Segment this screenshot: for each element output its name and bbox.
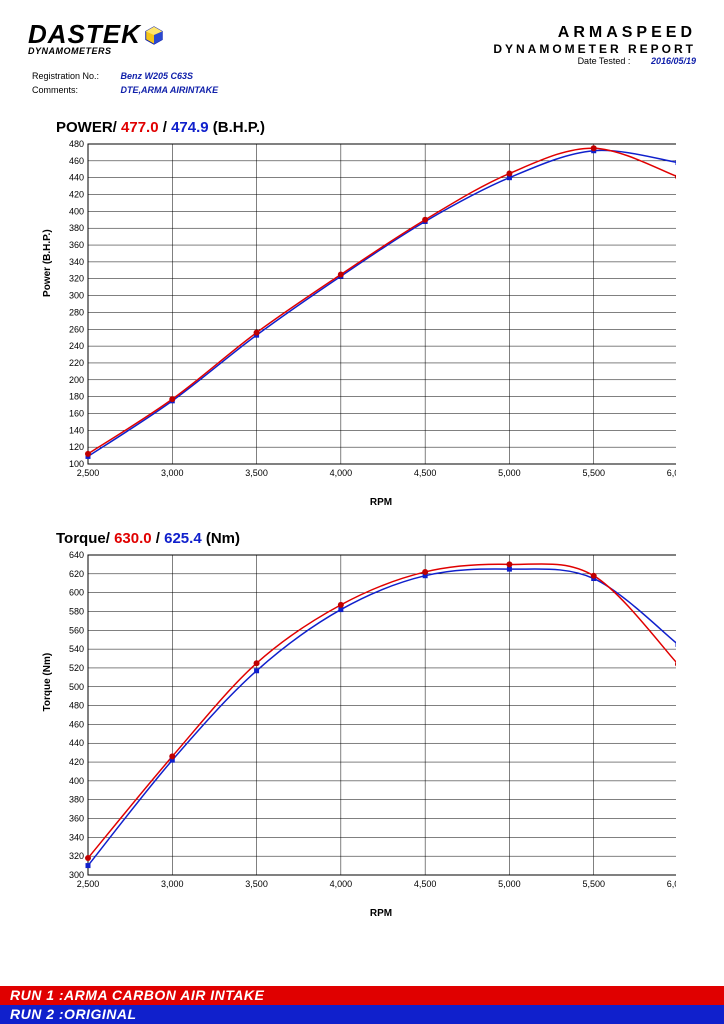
- power-chart-title: POWER/ 477.0 / 474.9 (B.H.P.): [56, 119, 696, 136]
- svg-text:420: 420: [69, 190, 84, 200]
- svg-text:140: 140: [69, 425, 84, 435]
- svg-text:3,000: 3,000: [161, 468, 184, 478]
- comments-label: Comments:: [32, 84, 118, 98]
- svg-text:500: 500: [69, 682, 84, 692]
- svg-text:6,000: 6,000: [667, 879, 676, 889]
- svg-text:420: 420: [69, 757, 84, 767]
- torque-red-value: 630.0: [114, 530, 152, 547]
- torque-unit: (Nm): [202, 530, 240, 547]
- svg-text:2,500: 2,500: [77, 468, 100, 478]
- reg-value: Benz W205 C63S: [121, 71, 194, 81]
- svg-text:320: 320: [69, 851, 84, 861]
- svg-text:2,500: 2,500: [77, 879, 100, 889]
- svg-text:5,000: 5,000: [498, 468, 521, 478]
- svg-text:460: 460: [69, 156, 84, 166]
- svg-text:600: 600: [69, 588, 84, 598]
- torque-title-prefix: Torque/: [56, 530, 114, 547]
- report-title: DYNAMOMETER REPORT: [493, 42, 696, 56]
- svg-text:240: 240: [69, 341, 84, 351]
- svg-text:400: 400: [69, 776, 84, 786]
- svg-text:280: 280: [69, 307, 84, 317]
- svg-text:320: 320: [69, 274, 84, 284]
- power-blue-value: 474.9: [171, 119, 209, 136]
- svg-text:6,000: 6,000: [667, 468, 676, 478]
- reg-label: Registration No.:: [32, 70, 118, 84]
- svg-text:3,500: 3,500: [245, 879, 268, 889]
- date-line: Date Tested : 2016/05/19: [493, 56, 696, 66]
- svg-text:540: 540: [69, 644, 84, 654]
- svg-text:3,000: 3,000: [161, 879, 184, 889]
- torque-xlabel: RPM: [86, 908, 676, 919]
- logo-block: DASTEK DYNAMOMETERS: [28, 24, 165, 66]
- svg-text:5,000: 5,000: [498, 879, 521, 889]
- svg-text:260: 260: [69, 324, 84, 334]
- date-label: Date Tested :: [578, 56, 631, 66]
- power-ylabel: Power (B.H.P.): [42, 229, 53, 297]
- logo-sub: DYNAMOMETERS: [28, 46, 165, 56]
- svg-text:620: 620: [69, 569, 84, 579]
- run2-label: RUN 2 :ORIGINAL: [0, 1005, 724, 1024]
- power-title-prefix: POWER/: [56, 119, 121, 136]
- comments-value: DTE,ARMA AIRINTAKE: [121, 85, 219, 95]
- svg-text:4,000: 4,000: [330, 879, 353, 889]
- svg-text:200: 200: [69, 375, 84, 385]
- meta-block: Registration No.: Benz W205 C63S Comment…: [32, 70, 696, 97]
- svg-text:380: 380: [69, 223, 84, 233]
- svg-text:3,500: 3,500: [245, 468, 268, 478]
- svg-text:180: 180: [69, 392, 84, 402]
- power-xlabel: RPM: [86, 497, 676, 508]
- logo-icon: [143, 24, 165, 46]
- run1-label: RUN 1 :ARMA CARBON AIR INTAKE: [0, 986, 724, 1005]
- company-title: ARMASPEED: [493, 24, 696, 42]
- power-unit: (B.H.P.): [209, 119, 265, 136]
- svg-text:5,500: 5,500: [582, 468, 605, 478]
- svg-text:340: 340: [69, 832, 84, 842]
- svg-text:4,500: 4,500: [414, 468, 437, 478]
- power-chart-section: POWER/ 477.0 / 474.9 (B.H.P.) Power (B.H…: [56, 119, 696, 508]
- torque-blue-value: 625.4: [164, 530, 202, 547]
- svg-text:120: 120: [69, 442, 84, 452]
- header-right: ARMASPEED DYNAMOMETER REPORT Date Tested…: [493, 24, 696, 66]
- date-value: 2016/05/19: [651, 56, 696, 66]
- torque-chart-title: Torque/ 630.0 / 625.4 (Nm): [56, 530, 696, 547]
- svg-text:520: 520: [69, 663, 84, 673]
- svg-text:360: 360: [69, 814, 84, 824]
- svg-text:480: 480: [69, 701, 84, 711]
- svg-text:220: 220: [69, 358, 84, 368]
- power-red-value: 477.0: [121, 119, 159, 136]
- svg-text:440: 440: [69, 173, 84, 183]
- svg-text:580: 580: [69, 606, 84, 616]
- svg-text:340: 340: [69, 257, 84, 267]
- svg-text:380: 380: [69, 795, 84, 805]
- svg-text:400: 400: [69, 206, 84, 216]
- svg-text:640: 640: [69, 551, 84, 560]
- svg-text:5,500: 5,500: [582, 879, 605, 889]
- header: DASTEK DYNAMOMETERS ARMASPEED DYNAMOMETE…: [28, 24, 696, 66]
- svg-text:360: 360: [69, 240, 84, 250]
- logo-main: DASTEK: [28, 24, 141, 45]
- svg-text:560: 560: [69, 625, 84, 635]
- torque-chart-section: Torque/ 630.0 / 625.4 (Nm) Torque (Nm) 3…: [56, 530, 696, 919]
- svg-text:460: 460: [69, 719, 84, 729]
- torque-chart: 3003203403603804004204404604805005205405…: [56, 551, 676, 901]
- torque-ylabel: Torque (Nm): [42, 653, 53, 712]
- svg-text:480: 480: [69, 140, 84, 149]
- svg-text:4,500: 4,500: [414, 879, 437, 889]
- svg-text:300: 300: [69, 291, 84, 301]
- power-chart: 1001201401601802002202402602803003203403…: [56, 140, 676, 490]
- runs-bar: RUN 1 :ARMA CARBON AIR INTAKE RUN 2 :ORI…: [0, 986, 724, 1024]
- svg-text:440: 440: [69, 738, 84, 748]
- svg-text:160: 160: [69, 408, 84, 418]
- svg-text:4,000: 4,000: [330, 468, 353, 478]
